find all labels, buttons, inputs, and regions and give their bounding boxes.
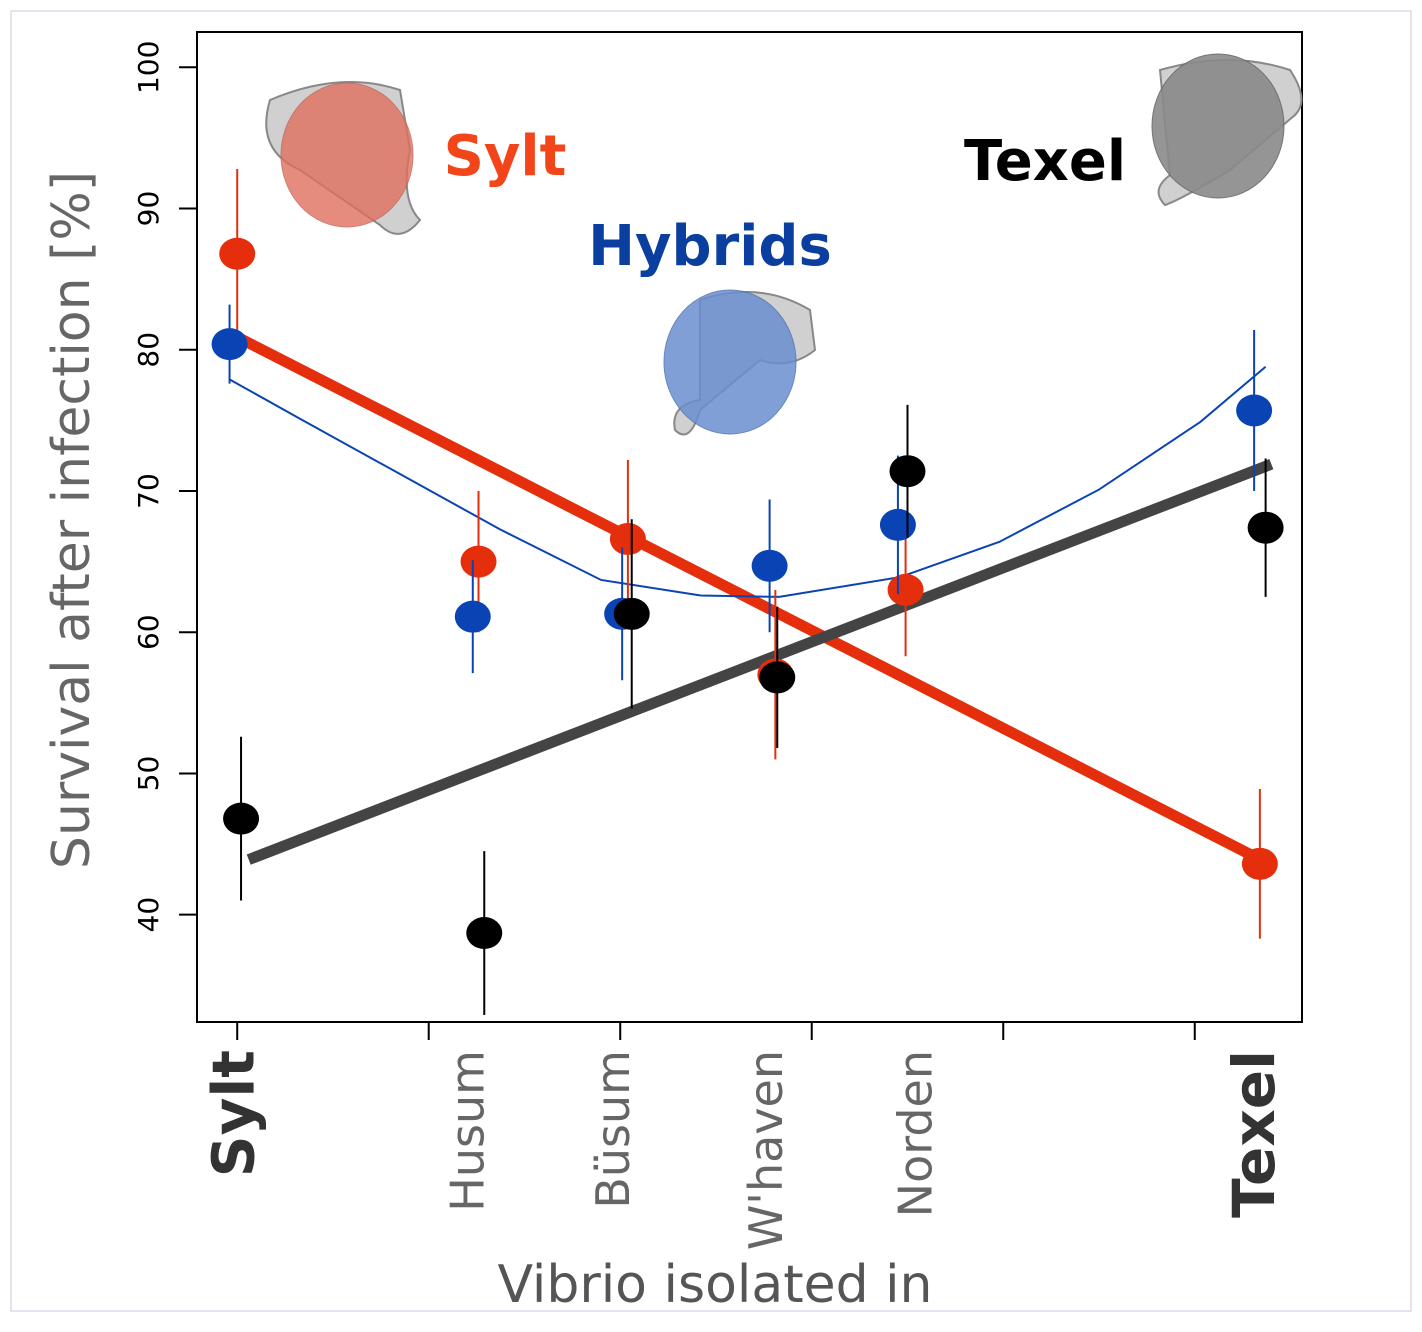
site-label: Husum [440,1050,494,1212]
point [454,600,491,633]
point [1236,394,1273,427]
clam-icon-hybrid [663,289,817,436]
frame [10,10,1412,1312]
point [211,328,248,361]
plot-frame [196,31,1303,1023]
point [1247,511,1284,544]
point [466,917,503,950]
point [887,573,924,606]
site-label: Sylt [199,1050,267,1177]
y-tick-label: 40 [132,897,165,933]
y-tick-label: 50 [132,756,165,792]
clam-icon-sylt [265,81,422,235]
y-tick-label: 100 [132,41,165,94]
legend-label: Hybrids [588,214,832,279]
point [223,802,260,835]
site-label: W'haven [739,1050,793,1250]
site-label: Büsum [586,1050,640,1209]
y-tick-label: 70 [132,473,165,509]
y-tick-label: 60 [132,614,165,650]
point [613,597,650,630]
y-tick-label: 90 [132,191,165,227]
point [1241,847,1278,880]
fit-line [234,332,1274,871]
point [460,545,497,578]
point [759,661,796,694]
point [889,455,926,488]
point [219,237,256,270]
point [751,549,788,582]
point [609,523,646,556]
site-label: Texel [1220,1050,1288,1218]
site-label: Norden [888,1050,942,1217]
legend-label: Texel [964,129,1126,194]
y-axis-label: Survival after infection [%] [42,171,102,869]
x-axis-label: Vibrio isolated in [497,1255,932,1315]
fit-line [229,365,1267,598]
legend-label: Sylt [444,124,567,189]
y-tick-label: 80 [132,332,165,368]
point [879,508,916,541]
fit-line [246,459,1274,865]
clam-icon-texel [1151,53,1303,207]
